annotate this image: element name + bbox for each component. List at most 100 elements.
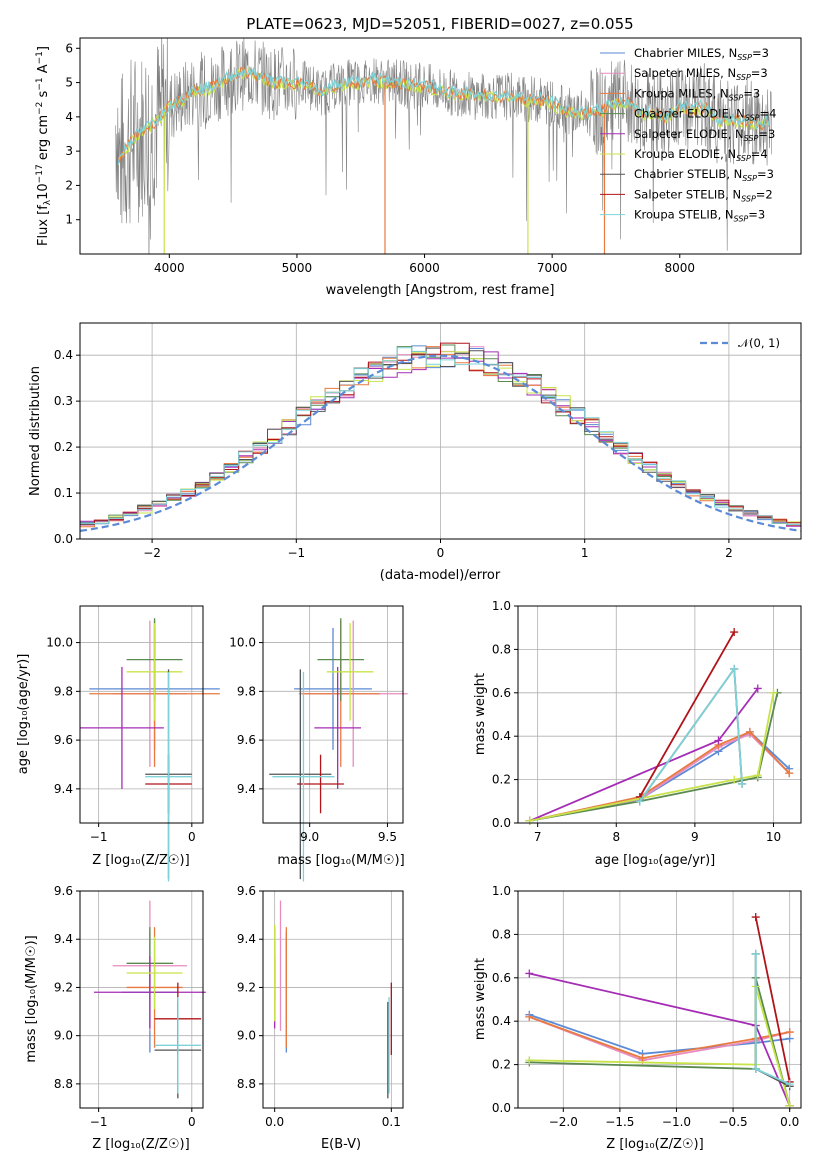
spectrum-xtick-label: 5000 <box>282 261 313 275</box>
age-vs-Z-ylabel: age [log₁₀(age/yr)] <box>16 654 31 775</box>
legend-label-chabrier-stelib: Chabrier STELIB, NSSP=3 <box>634 167 774 183</box>
residuals-ytick-label: 0.4 <box>54 348 73 362</box>
spectrum-ytick-label: 3 <box>65 144 73 158</box>
mass-vs-Z-ytick-label: 9.6 <box>54 884 73 898</box>
weight-vs-age-line-chabrier-elodie <box>529 692 779 822</box>
weight-vs-age-ytick-label: 0.4 <box>492 729 511 743</box>
mass-vs-Z-ytick-label: 9.2 <box>54 980 73 994</box>
age-vs-mass-ytick-label: 9.8 <box>237 684 256 698</box>
weight-vs-age-line-kroupa-elodie <box>529 692 775 822</box>
residuals-xtick-label: 2 <box>725 546 733 560</box>
weight-vs-Z-marker-salpeter-stelib <box>751 913 760 922</box>
weight-vs-age-ytick-label: 0.0 <box>492 816 511 830</box>
weight-vs-age-marker-kroupa-stelib <box>635 797 644 806</box>
weight-vs-age-ytick-label: 0.8 <box>492 642 511 656</box>
residuals-xtick-label: 1 <box>581 546 589 560</box>
residuals-xtick-label: −1 <box>287 546 305 560</box>
age-vs-Z-xlabel: Z [log₁₀(Z/Z☉)] <box>92 853 189 868</box>
weight-vs-age-marker-salpeter-elodie <box>714 736 723 745</box>
spectrum-legend: Chabrier MILES, NSSP=3 Salpeter MILES, NS… <box>600 46 776 224</box>
mass-vs-EBV-xtick-label: 0.1 <box>382 1115 401 1129</box>
age-vs-mass-ytick-label: 9.6 <box>237 733 256 747</box>
legend-label-kroupa-stelib: Kroupa STELIB, NSSP=3 <box>634 208 765 224</box>
residuals-ytick-label: 0.3 <box>54 394 73 408</box>
mass-vs-EBV-ytick-label: 9.4 <box>237 932 256 946</box>
age-vs-Z-ytick-label: 9.8 <box>54 684 73 698</box>
weight-vs-age-marker-kroupa-elodie <box>769 688 778 697</box>
weight-vs-age-marker-kroupa-miles <box>745 727 754 736</box>
weight-vs-Z-ytick-label: 0.4 <box>492 1014 511 1028</box>
legend-label-kroupa-elodie: Kroupa ELODIE, NSSP=4 <box>634 147 768 163</box>
age-vs-mass-frame <box>262 605 404 824</box>
weight-vs-Z-line-kroupa-miles <box>528 1016 790 1060</box>
mass-vs-Z-frame <box>79 890 204 1109</box>
legend-label-salpeter-stelib: Salpeter STELIB, NSSP=2 <box>634 187 773 203</box>
age-vs-mass-ytick-label: 10.0 <box>229 636 256 650</box>
spectrum-plot: 4000 5000 6000 7000 8000 1 2 3 4 5 6 <box>65 37 802 275</box>
weight-vs-Z-frame <box>517 890 802 1109</box>
weight-vs-Z-xtick-label: −1.5 <box>605 1115 634 1129</box>
weight-vs-Z-marker-kroupa-stelib <box>751 949 760 958</box>
residuals-ylabel: Normed distribution <box>28 366 43 496</box>
mass-vs-Z-ytick-label: 9.0 <box>54 1029 73 1043</box>
weight-vs-age-plot: 7 8 9 10 0.0 0.2 0.4 0.6 0.8 1.0 <box>492 599 802 844</box>
mass-vs-Z-plot: −1 0 8.8 9.0 9.2 9.4 9.6 <box>54 884 206 1129</box>
mass-vs-EBV-ytick-label: 9.0 <box>237 1029 256 1043</box>
weight-vs-Z-marker-kroupa-miles <box>525 1012 534 1021</box>
legend-label-salpeter-elodie: Salpeter ELODIE, NSSP=3 <box>634 127 775 143</box>
weight-vs-Z-ytick-label: 0.8 <box>492 927 511 941</box>
residuals-ytick-label: 0.2 <box>54 440 73 454</box>
weight-vs-Z-ytick-label: 0.6 <box>492 971 511 985</box>
spectrum-frame <box>79 37 802 255</box>
mass-vs-EBV-xlabel: E(B-V) <box>321 1137 361 1152</box>
weight-vs-age-marker-kroupa-elodie <box>525 816 534 825</box>
mass-vs-Z-ytick-label: 8.8 <box>54 1077 73 1091</box>
weight-vs-Z-xtick-label: −1.0 <box>662 1115 691 1129</box>
weight-vs-Z-line-kroupa-elodie <box>529 986 791 1107</box>
age-vs-Z-ytick-label: 9.6 <box>54 733 73 747</box>
spectrum-data-line <box>115 38 772 254</box>
mass-vs-EBV-frame <box>262 890 404 1109</box>
weight-vs-age-ytick-label: 1.0 <box>492 599 511 613</box>
weight-vs-age-xtick-label: 7 <box>534 830 542 844</box>
weight-vs-age-frame <box>517 605 802 824</box>
mass-vs-EBV-ytick-label: 9.2 <box>237 980 256 994</box>
weight-vs-age-ytick-label: 0.2 <box>492 773 511 787</box>
mass-vs-EBV-ytick-label: 9.6 <box>237 884 256 898</box>
weight-vs-Z-marker-salpeter-elodie <box>525 969 534 978</box>
spectrum-ytick-label: 6 <box>65 41 73 55</box>
mass-vs-Z-ylabel: mass [log₁₀(M/M☉)] <box>24 935 39 1062</box>
age-vs-Z-xtick-label: −1 <box>90 830 108 844</box>
age-vs-Z-plot: −1 0 9.4 9.6 9.8 10.0 <box>46 605 220 882</box>
residuals-ytick-label: 0.0 <box>54 532 73 546</box>
weight-vs-Z-marker-kroupa-stelib <box>785 1080 794 1089</box>
mass-vs-Z-xlabel: Z [log₁₀(Z/Z☉)] <box>92 1137 189 1152</box>
age-vs-Z-frame <box>79 605 204 824</box>
weight-vs-age-marker-kroupa-stelib <box>738 779 747 788</box>
weight-vs-age-ytick-label: 0.6 <box>492 686 511 700</box>
spectrum-xlabel: wavelength [Angstrom, rest frame] <box>326 283 555 298</box>
legend-label-chabrier-miles: Chabrier MILES, NSSP=3 <box>634 46 769 62</box>
residuals-plot: −2 −1 0 1 2 0.0 0.1 0.2 0.3 0.4 𝒩(0, 1) <box>54 322 802 560</box>
weight-vs-Z-xtick-label: −0.5 <box>719 1115 748 1129</box>
mass-vs-EBV-xtick-label: 0.0 <box>265 1115 284 1129</box>
age-vs-mass-xlabel: mass [log₁₀(M/M☉)] <box>277 853 404 868</box>
weight-vs-Z-marker-kroupa-elodie <box>525 1056 534 1065</box>
spectrum-ytick-label: 1 <box>65 213 73 227</box>
weight-vs-Z-line-salpeter-miles <box>528 1016 790 1062</box>
residuals-xlabel: (data-model)/error <box>380 568 501 583</box>
weight-vs-age-xtick-label: 9 <box>691 830 699 844</box>
weight-vs-age-marker-kroupa-miles <box>785 769 794 778</box>
weight-vs-age-marker-kroupa-stelib <box>730 664 739 673</box>
residuals-hist-chabrier-stelib <box>80 347 801 526</box>
age-vs-mass-plot: 9.0 9.5 9.4 9.6 9.8 10.0 <box>229 605 408 882</box>
mass-vs-EBV-plot: 0.0 0.1 8.8 9.0 9.2 9.4 9.6 <box>237 884 404 1129</box>
spectrum-model-kroupa-stelib <box>117 66 770 165</box>
mass-vs-EBV-ytick-label: 8.8 <box>237 1077 256 1091</box>
spectrum-model-kroupa-miles <box>117 66 770 163</box>
spectrum-xtick-label: 4000 <box>154 261 185 275</box>
residuals-xtick-label: −2 <box>143 546 161 560</box>
spectrum-ytick-label: 2 <box>65 178 73 192</box>
weight-vs-Z-marker-kroupa-miles <box>638 1054 647 1063</box>
